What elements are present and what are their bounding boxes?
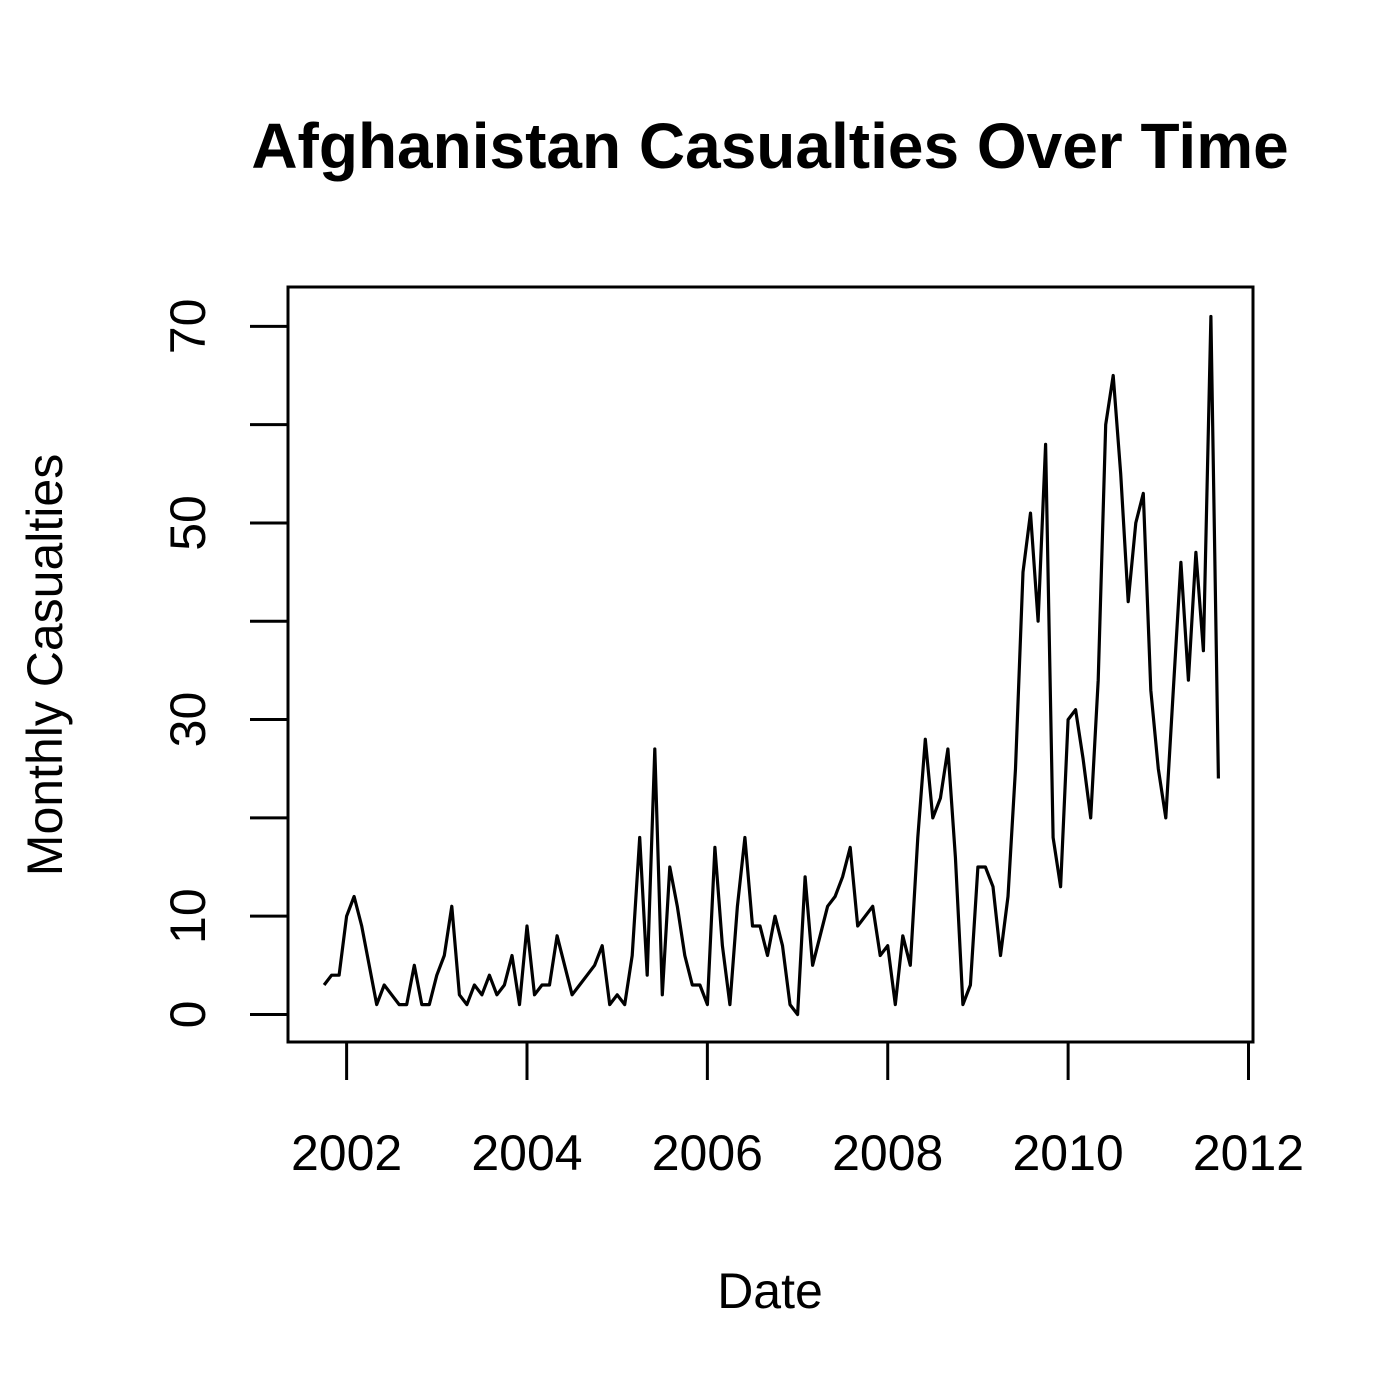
y-tick-label: 70: [160, 299, 216, 355]
y-tick-label: 50: [160, 495, 216, 551]
x-axis-label: Date: [717, 1263, 823, 1319]
x-tick-label: 2004: [471, 1125, 582, 1181]
x-tick-label: 2002: [291, 1125, 402, 1181]
x-tick-label: 2012: [1193, 1125, 1304, 1181]
x-tick-label: 2006: [652, 1125, 763, 1181]
series-layer: [322, 314, 1220, 1017]
y-tick-label: 0: [160, 1001, 216, 1029]
x-tick-label: 2010: [1012, 1125, 1123, 1181]
y-axis: 0 10 30 50 70: [160, 299, 290, 1029]
series-line: [322, 314, 1220, 1017]
y-tick-label: 10: [160, 888, 216, 944]
x-tick-label: 2008: [832, 1125, 943, 1181]
x-axis: 2002 2004 2006 2008 2010 2012: [291, 1040, 1304, 1181]
y-axis-label: Monthly Casualties: [17, 454, 73, 876]
chart-title: Afghanistan Casualties Over Time: [251, 110, 1288, 182]
y-tick-label: 30: [160, 692, 216, 748]
